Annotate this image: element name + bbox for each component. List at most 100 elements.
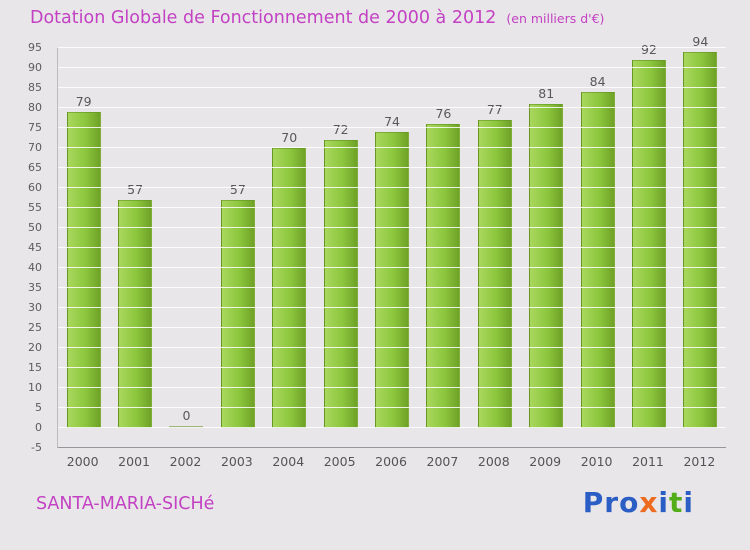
x-tick-label-2010: 2010	[580, 454, 613, 469]
x-tick-label-2001: 2001	[118, 454, 150, 469]
x-tick-label-2004: 2004	[272, 454, 305, 469]
gridline-5	[58, 407, 726, 408]
bar-2009	[529, 104, 564, 428]
bar-slot-2002: 0	[161, 408, 212, 428]
logo-letter-4: i	[658, 486, 669, 519]
logo-letter-5: t	[669, 486, 684, 519]
bar-slot-2000: 79	[58, 94, 109, 428]
bar-2011	[631, 60, 666, 428]
bar-2005	[323, 140, 358, 428]
bar-value-label-2007: 76	[435, 106, 452, 121]
x-tick-label-2003: 2003	[220, 454, 253, 469]
y-tick-label-60: 60	[28, 181, 42, 194]
y-tick-label-65: 65	[28, 161, 42, 174]
gridline-50	[58, 227, 726, 228]
bar-value-label-2011: 92	[641, 42, 657, 57]
x-tick-label-2008: 2008	[477, 454, 510, 469]
gridline-85	[58, 87, 726, 88]
y-tick-label--5: -5	[31, 441, 42, 454]
y-tick-label-70: 70	[28, 141, 42, 154]
y-tick-label-85: 85	[28, 81, 42, 94]
gridline-90	[58, 67, 726, 68]
gridline-45	[58, 247, 726, 248]
logo-letter-1: r	[604, 486, 620, 519]
bar-2000	[66, 112, 101, 428]
y-tick-label-90: 90	[28, 61, 42, 74]
y-tick-label-30: 30	[28, 301, 42, 314]
bar-value-label-2006: 74	[384, 114, 400, 129]
x-tick-label-2009: 2009	[529, 454, 562, 469]
bar-value-label-2004: 70	[281, 130, 298, 145]
bar-2004	[272, 148, 307, 428]
bar-slot-2007: 76	[418, 106, 469, 428]
gridline-30	[58, 307, 726, 308]
logo-letter-6: i	[683, 486, 694, 519]
y-tick-label-75: 75	[28, 121, 42, 134]
y-tick-label-25: 25	[28, 321, 42, 334]
y-tick-label-20: 20	[28, 341, 42, 354]
gridline-55	[58, 207, 726, 208]
y-tick-label-55: 55	[28, 201, 42, 214]
y-tick-label-0: 0	[35, 421, 42, 434]
bar-2001	[118, 200, 153, 428]
gridline-75	[58, 127, 726, 128]
gridline-65	[58, 167, 726, 168]
bar-slot-2006: 74	[366, 114, 417, 428]
gridline-95	[58, 47, 726, 48]
y-tick-label-80: 80	[28, 101, 42, 114]
logo-letter-3: x	[639, 486, 659, 519]
gridline-40	[58, 267, 726, 268]
plot-area: 79 57 0 57 70 72 74 76 77 81 84 92 94	[57, 34, 726, 448]
y-tick-label-35: 35	[28, 281, 42, 294]
gridline-0	[58, 427, 726, 428]
bar-value-label-2009: 81	[538, 86, 555, 101]
chart-subtitle: (en milliers d'€)	[506, 11, 605, 26]
gridline-20	[58, 347, 726, 348]
bar-2003	[220, 200, 255, 428]
bar-value-label-2012: 94	[692, 34, 709, 49]
gridline-25	[58, 327, 726, 328]
bar-2008	[477, 120, 512, 428]
bar-slot-2008: 77	[469, 102, 520, 428]
bar-2012	[683, 52, 718, 428]
gridline--5	[58, 447, 726, 448]
y-tick-label-15: 15	[28, 361, 42, 374]
bar-value-label-2001: 57	[127, 182, 144, 197]
bar-2007	[426, 124, 461, 428]
proxiti-logo: Proxiti	[583, 486, 694, 519]
x-tick-label-2000: 2000	[66, 454, 99, 469]
gridline-35	[58, 287, 726, 288]
y-tick-label-40: 40	[28, 261, 42, 274]
x-tick-label-2011: 2011	[632, 454, 664, 469]
y-tick-label-95: 95	[28, 41, 42, 54]
bar-2006	[375, 132, 410, 428]
x-tick-label-2006: 2006	[375, 454, 407, 469]
x-tick-label-2005: 2005	[323, 454, 356, 469]
bar-slot-2005: 72	[315, 122, 366, 428]
title-row: Dotation Globale de Fonctionnement de 20…	[30, 8, 740, 28]
bar-value-label-2005: 72	[332, 122, 349, 137]
y-axis: -5 0 5 10 15 20 25 30 35 40 45 50 55 60 65 70 75 80 85 90 95	[0, 41, 50, 454]
bar-slot-2012: 94	[675, 34, 726, 428]
gridline-15	[58, 367, 726, 368]
y-tick-label-5: 5	[35, 401, 42, 414]
bar-value-label-2003: 57	[229, 182, 246, 197]
y-tick-label-50: 50	[28, 221, 42, 234]
y-tick-label-10: 10	[28, 381, 42, 394]
bar-slot-2004: 70	[264, 130, 315, 428]
bar-value-label-2010: 84	[589, 74, 606, 89]
bar-slot-2010: 84	[572, 74, 623, 428]
bar-slot-2003: 57	[212, 182, 263, 428]
bar-2010	[580, 92, 615, 428]
x-tick-label-2002: 2002	[169, 454, 202, 469]
gridline-70	[58, 147, 726, 148]
gridline-80	[58, 107, 726, 108]
gridline-10	[58, 387, 726, 388]
gridline-60	[58, 187, 726, 188]
bar-value-label-2000: 79	[75, 94, 92, 109]
bar-slot-2011: 92	[623, 42, 674, 428]
commune-name: SANTA-MARIA-SICHé	[36, 494, 215, 514]
chart-title: Dotation Globale de Fonctionnement de 20…	[30, 8, 497, 28]
x-axis: 2000 2001 2002 2003 2004 2005 2006 2007 2008 2009…	[57, 454, 725, 469]
